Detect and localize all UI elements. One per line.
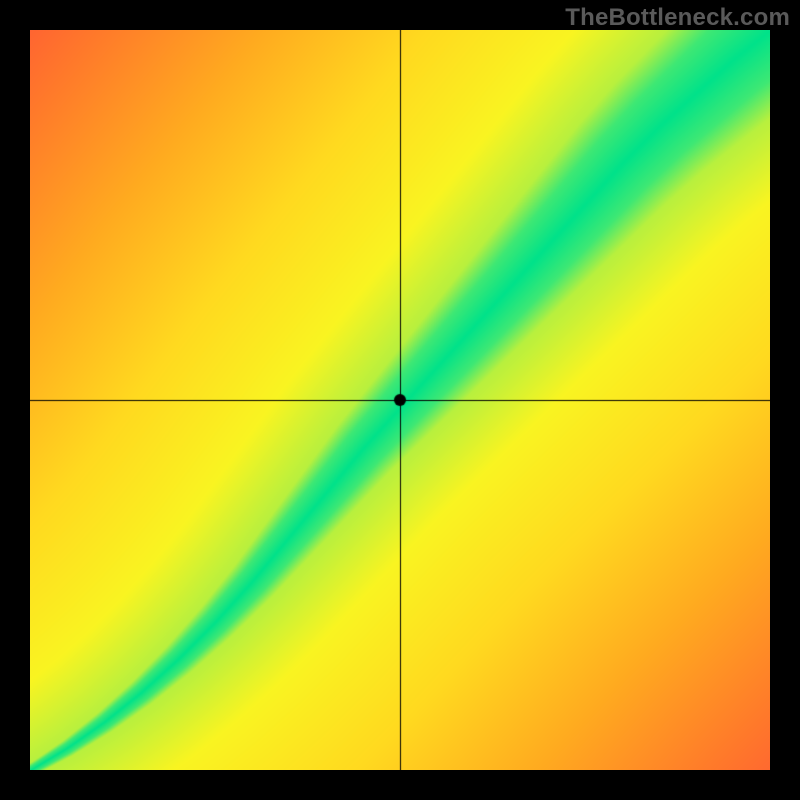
chart-frame: { "watermark": { "text": "TheBottleneck.… [0, 0, 800, 800]
watermark-text: TheBottleneck.com [565, 4, 790, 32]
bottleneck-heatmap [30, 30, 770, 770]
